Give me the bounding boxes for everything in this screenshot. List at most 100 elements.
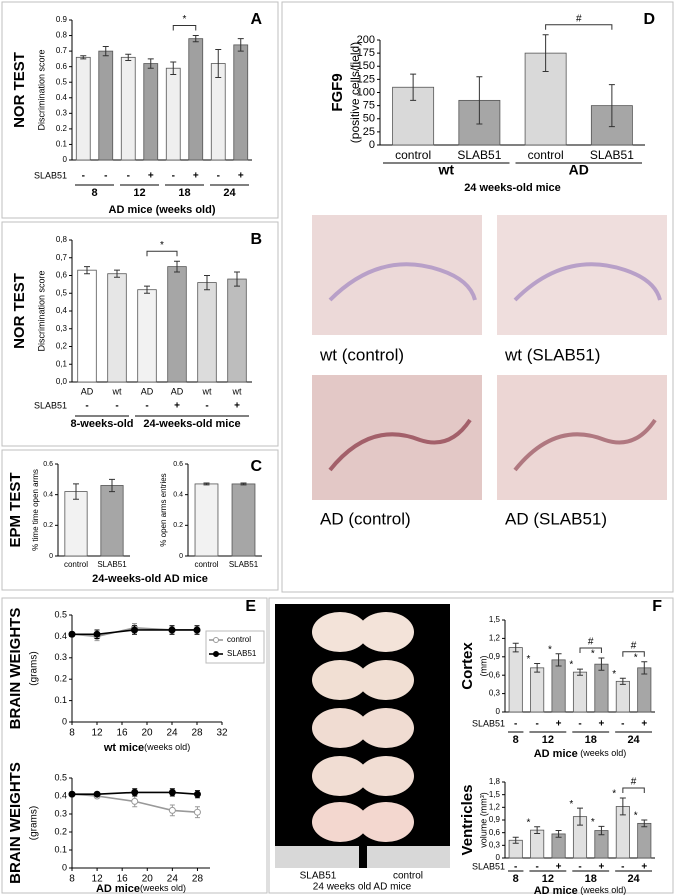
y-tick-label: 0.6 — [173, 461, 183, 468]
y-tick-label: 0.4 — [54, 631, 67, 641]
error-bar — [237, 38, 244, 52]
y-tick-label: 0,3 — [489, 689, 501, 698]
y-tick-label: 100 — [357, 86, 375, 98]
error-bar — [170, 61, 177, 75]
y-tick-label: 25 — [363, 126, 375, 138]
y-tick-label: 0.5 — [54, 772, 67, 782]
treatment-sign: - — [535, 719, 538, 730]
panel-letter: F — [652, 598, 662, 615]
y-tick-label: 0,6 — [489, 670, 501, 679]
treatment-sign: - — [217, 171, 220, 182]
y-tick-label: 0,9 — [489, 652, 501, 661]
y-tick-label: 0 — [49, 553, 53, 560]
error-bar — [476, 76, 483, 125]
error-bar — [577, 807, 583, 826]
error-bar — [577, 668, 583, 676]
significance-bracket — [172, 25, 197, 31]
histology-images — [312, 215, 667, 500]
x-tick-label: wt — [232, 386, 242, 396]
bar — [100, 485, 124, 557]
bar — [227, 278, 247, 383]
y-axis-label: (grams) — [29, 806, 40, 840]
y-axis-label: (mm) — [478, 656, 488, 677]
y-tick-label: 0.2 — [54, 674, 67, 684]
y-tick-label: 0.2 — [56, 124, 68, 133]
treatment-sign: - — [104, 171, 107, 182]
bar — [233, 44, 249, 161]
photo-label: SLAB51 — [300, 871, 337, 882]
x-axis-label-part: (weeks old) — [578, 748, 627, 758]
group-label: 12 — [133, 187, 145, 199]
y-tick-label: 0,0 — [56, 377, 68, 386]
significance-bracket — [545, 24, 613, 30]
error-bar — [542, 34, 549, 72]
x-tick-label: control — [64, 560, 88, 569]
error-bar — [512, 642, 519, 653]
y-tick-label: 0,7 — [56, 253, 68, 262]
error-bar — [192, 35, 199, 43]
treatment-sign: + — [174, 401, 180, 412]
panel-letter: D — [643, 11, 655, 28]
bar — [107, 273, 127, 383]
image-wt-control — [312, 215, 482, 335]
group-label: wt — [437, 162, 454, 178]
y-tick-label: 0.3 — [56, 108, 68, 117]
point — [131, 788, 139, 796]
chart-title: FGF9 — [329, 73, 346, 111]
y-tick-label: 1,2 — [489, 634, 501, 643]
brain-slice — [358, 612, 414, 652]
chart-title: Ventricles — [459, 785, 476, 856]
significance-bracket — [622, 787, 645, 794]
y-tick-label: 0,1 — [56, 359, 68, 368]
bar — [137, 289, 157, 383]
treatment-sign: - — [127, 171, 130, 182]
y-tick-label: 0.6 — [43, 461, 53, 468]
significance-bracket — [579, 647, 602, 654]
y-tick-label: 0.6 — [56, 62, 68, 71]
treatment-sign: - — [115, 401, 118, 412]
y-tick-label: 0,5 — [56, 288, 68, 297]
x-tick-label: SLAB51 — [590, 148, 634, 162]
y-tick-label: 0 — [179, 553, 183, 560]
bar — [165, 67, 181, 161]
treatment-sign: + — [193, 171, 199, 182]
significance-label: # — [631, 640, 637, 651]
error-bar — [109, 478, 115, 493]
brain-slice — [358, 756, 414, 796]
significance-star: * — [591, 649, 595, 660]
error-bar — [114, 269, 120, 278]
significance-star: * — [634, 652, 638, 663]
y-tick-label: 0.1 — [54, 695, 67, 705]
treatment-sign: + — [556, 862, 562, 873]
panel-letter: A — [250, 11, 262, 28]
group-label: 8 — [513, 734, 519, 746]
point — [131, 626, 138, 634]
y-tick-label: 0,3 — [489, 840, 501, 849]
y-tick-label: 0,8 — [56, 235, 68, 244]
brain-slice — [312, 612, 368, 652]
error-bar — [608, 84, 615, 128]
treatment-sign: + — [599, 862, 605, 873]
error-bar — [598, 657, 605, 671]
y-axis-label: Discrimination score — [36, 49, 46, 130]
error-bar — [534, 826, 541, 835]
y-tick-label: 0.3 — [54, 808, 67, 818]
group-label: 8 — [513, 873, 519, 885]
panel-letter: B — [250, 231, 262, 248]
point — [168, 806, 176, 814]
bar — [615, 680, 630, 713]
panel-f-frame — [268, 597, 674, 894]
x-tick-label: wt — [202, 386, 212, 396]
bar — [167, 266, 187, 383]
treatment-sign: + — [148, 171, 154, 182]
x-tick-label: control — [194, 560, 218, 569]
brain-slice — [312, 802, 368, 842]
treatment-sign: - — [172, 171, 175, 182]
significance-star: * — [569, 660, 573, 671]
significance-star: * — [612, 789, 616, 800]
panel-e-frame — [1, 597, 268, 894]
significance-label: # — [588, 637, 594, 648]
x-axis-label: AD mice (weeks old) — [109, 204, 216, 216]
y-tick-label: 0.4 — [43, 492, 53, 499]
